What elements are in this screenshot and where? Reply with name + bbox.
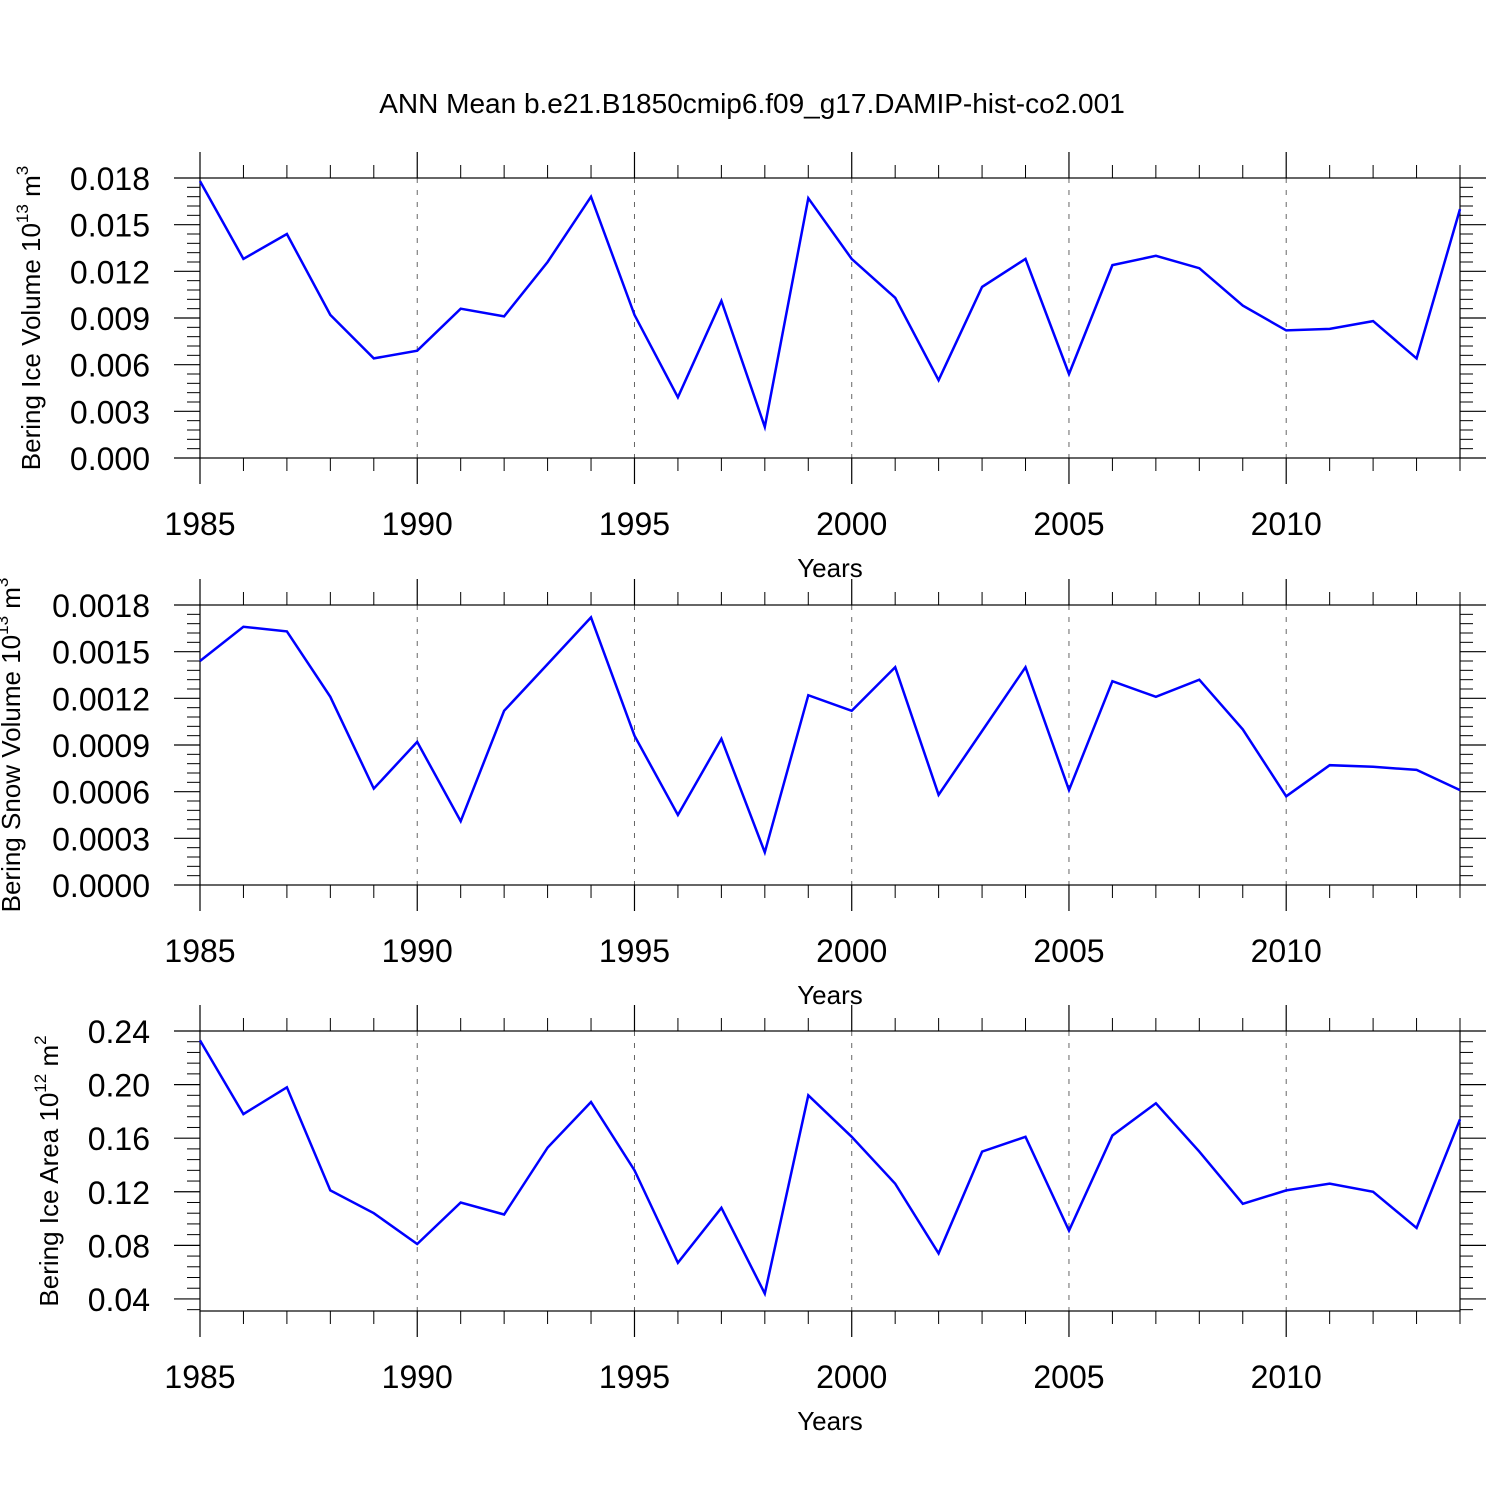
y-tick-label: 0.009: [70, 301, 150, 337]
x-tick-label: 1990: [382, 506, 453, 542]
y-tick-label: 0.0015: [52, 635, 150, 671]
x-tick-label: 1985: [164, 506, 235, 542]
y-tick-label: 0.015: [70, 208, 150, 244]
y-axis-title: Bering Ice Volume 1013 m3: [13, 166, 46, 470]
y-tick-label: 0.0000: [52, 868, 150, 904]
y-tick-label: 0.20: [88, 1068, 150, 1104]
y-axis-title: Bering Ice Area 1012 m2: [31, 1035, 64, 1306]
y-tick-label: 0.003: [70, 394, 150, 430]
y-tick-label: 0.006: [70, 348, 150, 384]
x-axis-title: Years: [797, 553, 863, 583]
x-tick-label: 1995: [599, 1359, 670, 1395]
y-tick-label: 0.0012: [52, 681, 150, 717]
y-tick-label: 0.000: [70, 441, 150, 477]
panels: 1985 1990 1995 2000 2005 2010 Years 0.000 0.003 0…: [0, 152, 1486, 1436]
x-tick-label: 1995: [599, 933, 670, 969]
y-tick-label: 0.08: [88, 1228, 150, 1264]
x-tick-label: 2010: [1251, 933, 1322, 969]
panel-3: 1985 1990 1995 2000 2005 2010 Years 0.04 0.08 0.1…: [31, 1005, 1486, 1436]
x-tick-label: 2005: [1033, 933, 1104, 969]
x-tick-label: 1990: [382, 1359, 453, 1395]
x-axis-title: Years: [797, 980, 863, 1010]
y-tick-label: 0.012: [70, 254, 150, 290]
panel-1: 1985 1990 1995 2000 2005 2010 Years 0.000 0.003 0…: [13, 152, 1486, 583]
plot-frame: [199, 177, 1461, 459]
x-axis-title: Years: [797, 1406, 863, 1436]
x-tick-label: 2000: [816, 933, 887, 969]
y-tick-label: 0.12: [88, 1175, 150, 1211]
plot-frame: [199, 1030, 1461, 1312]
series-line: [199, 615, 1461, 857]
y-tick-label: 0.0006: [52, 775, 150, 811]
y-tick-label: 0.04: [88, 1282, 150, 1318]
y-tick-label: 0.0009: [52, 728, 150, 764]
x-tick-label: 1995: [599, 506, 670, 542]
series-line: [198, 180, 1462, 432]
y-tick-label: 0.0018: [52, 588, 150, 624]
y-tick-label: 0.16: [88, 1121, 150, 1157]
x-tick-label: 1985: [164, 1359, 235, 1395]
x-tick-label: 1990: [382, 933, 453, 969]
y-tick-label: 0.018: [70, 161, 150, 197]
y-tick-label: 0.24: [88, 1014, 150, 1050]
x-tick-label: 2010: [1251, 1359, 1322, 1395]
x-tick-label: 2005: [1033, 506, 1104, 542]
y-tick-label: 0.0003: [52, 821, 150, 857]
series-line: [198, 1039, 1462, 1298]
figure-title: ANN Mean b.e21.B1850cmip6.f09_g17.DAMIP-…: [379, 88, 1125, 119]
y-axis-title: Bering Snow Volume 1013 m3: [0, 578, 26, 913]
plot-frame: [199, 604, 1461, 886]
x-tick-label: 2010: [1251, 506, 1322, 542]
panel-2: 1985 1990 1995 2000 2005 2010 Years 0.0000 0.000…: [0, 578, 1486, 1010]
x-tick-label: 2005: [1033, 1359, 1104, 1395]
x-tick-label: 2000: [816, 506, 887, 542]
x-tick-label: 1985: [164, 933, 235, 969]
x-tick-label: 2000: [816, 1359, 887, 1395]
